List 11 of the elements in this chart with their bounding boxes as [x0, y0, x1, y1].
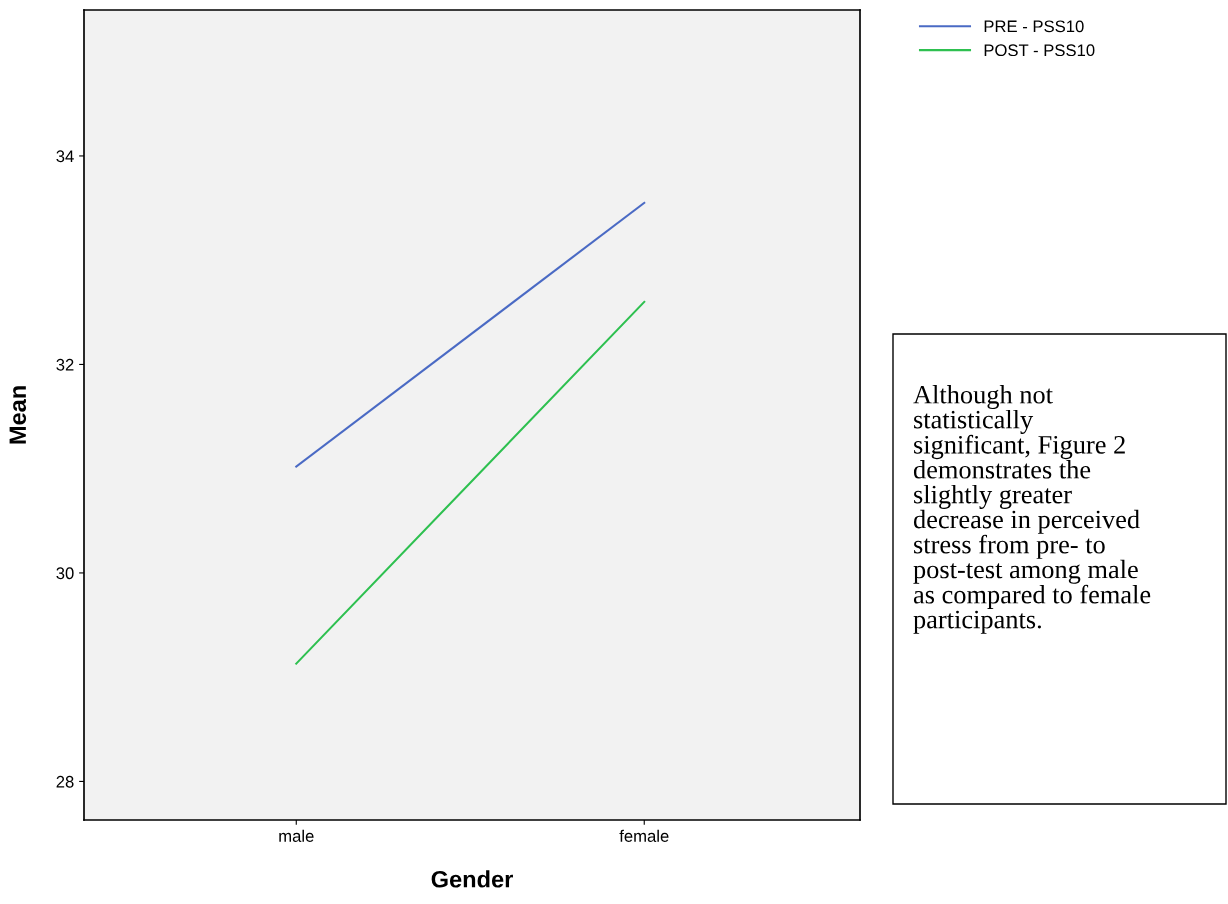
y-axis-title: Mean — [9, 386, 27, 444]
y-tick-label: 30 — [56, 567, 74, 580]
legend-label: PRE - PSS10 — [984, 20, 1084, 33]
y-tick-label: 28 — [56, 775, 74, 788]
text: Although not statistically significant, Figure 2 demonstrates the slightly greater decrease in perceived stress from pre- to post-test among male as compared to female participants. — [913, 385, 1151, 634]
y-tick-label: 34 — [56, 150, 74, 163]
legend-label: POST - PSS10 — [984, 44, 1095, 57]
x-tick-label: female — [619, 829, 669, 842]
x-tick-label: male — [279, 829, 314, 842]
y-tick-label: 32 — [56, 358, 74, 371]
x-axis-title: Gender — [431, 870, 513, 888]
